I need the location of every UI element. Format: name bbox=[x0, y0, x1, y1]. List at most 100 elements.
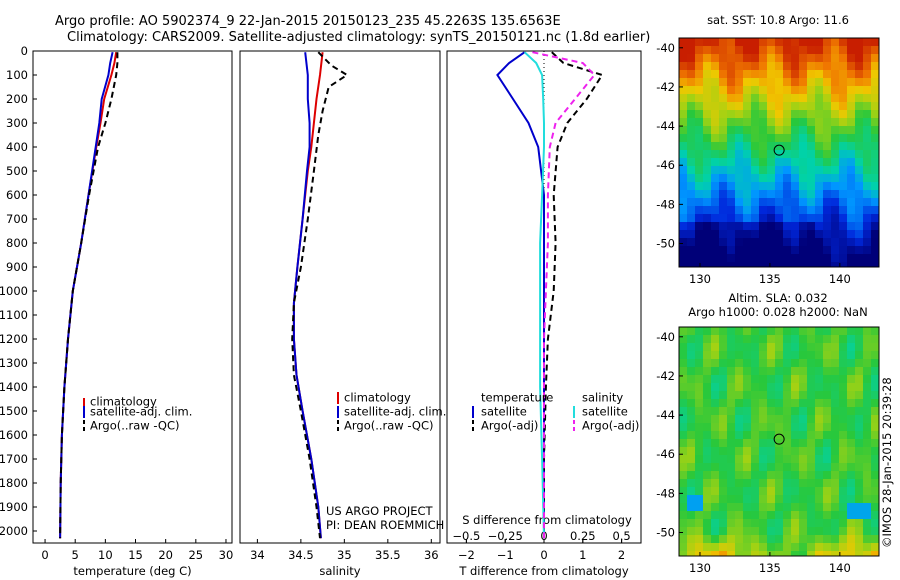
map-cell bbox=[783, 471, 792, 480]
map-cell bbox=[759, 383, 768, 392]
map-cell bbox=[823, 118, 832, 127]
map-cell bbox=[783, 359, 792, 368]
map-cell bbox=[719, 182, 728, 191]
map-cell bbox=[719, 535, 728, 544]
map-cell bbox=[751, 543, 760, 552]
map-cell bbox=[775, 399, 784, 408]
map-cell bbox=[743, 102, 752, 111]
map-cell bbox=[679, 222, 688, 231]
map-cell bbox=[855, 399, 864, 408]
map-cell bbox=[791, 519, 800, 528]
map-cell bbox=[775, 527, 784, 536]
map-cell bbox=[775, 439, 784, 448]
map-cell bbox=[679, 383, 688, 392]
map-cell bbox=[791, 54, 800, 63]
y-tick-label: 900 bbox=[6, 260, 28, 274]
map-cell bbox=[687, 503, 696, 512]
map-cell bbox=[831, 102, 840, 111]
map-cell bbox=[767, 527, 776, 536]
map-cell bbox=[815, 118, 824, 127]
map-cell bbox=[791, 78, 800, 87]
map-cell bbox=[695, 527, 704, 536]
map-cell bbox=[711, 407, 720, 416]
map-cell bbox=[831, 527, 840, 536]
map-cell bbox=[751, 174, 760, 183]
map-cell bbox=[695, 351, 704, 360]
map-cell bbox=[847, 54, 856, 63]
map-cell bbox=[783, 415, 792, 424]
map-cell bbox=[719, 351, 728, 360]
map-cell bbox=[775, 415, 784, 424]
map-cell bbox=[855, 246, 864, 255]
map-cell bbox=[847, 150, 856, 159]
map-cell bbox=[783, 62, 792, 71]
map-cell bbox=[799, 110, 808, 119]
map-cell bbox=[687, 158, 696, 167]
map-cell bbox=[823, 455, 832, 464]
map-cell bbox=[791, 359, 800, 368]
map-cell bbox=[863, 222, 872, 231]
map-cell bbox=[751, 222, 760, 231]
map-cell bbox=[807, 94, 816, 103]
map-cell bbox=[743, 222, 752, 231]
map-cell bbox=[863, 447, 872, 456]
map-cell bbox=[679, 343, 688, 352]
map-y-tick-label: -48 bbox=[656, 486, 675, 500]
map-cell bbox=[719, 455, 728, 464]
map-cell bbox=[815, 254, 824, 263]
sla-map-title: Altim. SLA: 0.032 bbox=[728, 291, 827, 305]
map-cell bbox=[743, 519, 752, 528]
map-cell bbox=[783, 246, 792, 255]
map-cell bbox=[799, 407, 808, 416]
map-cell bbox=[855, 166, 864, 175]
map-cell bbox=[807, 86, 816, 95]
map-cell bbox=[687, 471, 696, 480]
map-cell bbox=[759, 54, 768, 63]
map-cell bbox=[703, 246, 712, 255]
map-cell bbox=[791, 503, 800, 512]
map-cell bbox=[711, 86, 720, 95]
map-cell bbox=[855, 519, 864, 528]
map-cell bbox=[711, 367, 720, 376]
map-cell bbox=[831, 206, 840, 215]
map-cell bbox=[687, 511, 696, 520]
map-cell bbox=[799, 343, 808, 352]
map-cell bbox=[767, 78, 776, 87]
map-cell bbox=[775, 182, 784, 191]
map-cell bbox=[767, 142, 776, 151]
map-cell bbox=[791, 495, 800, 504]
map-cell bbox=[823, 335, 832, 344]
map-cell bbox=[767, 447, 776, 456]
map-cell bbox=[703, 182, 712, 191]
map-cell bbox=[711, 214, 720, 223]
x-tick-label: 34 bbox=[250, 548, 265, 562]
map-cell bbox=[775, 367, 784, 376]
map-cell bbox=[807, 126, 816, 135]
map-cell bbox=[831, 471, 840, 480]
map-cell bbox=[807, 431, 816, 440]
map-cell bbox=[839, 174, 848, 183]
map-cell bbox=[679, 471, 688, 480]
map-cell bbox=[735, 511, 744, 520]
map-cell bbox=[839, 399, 848, 408]
map-cell bbox=[871, 46, 879, 55]
map-cell bbox=[759, 198, 768, 207]
map-cell bbox=[695, 431, 704, 440]
map-cell bbox=[871, 150, 879, 159]
map-cell bbox=[751, 463, 760, 472]
map-cell bbox=[759, 351, 768, 360]
map-cell bbox=[799, 150, 808, 159]
map-cell bbox=[815, 86, 824, 95]
map-cell bbox=[815, 222, 824, 231]
map-cell bbox=[775, 487, 784, 496]
y-tick-label: 700 bbox=[6, 212, 28, 226]
map-cell bbox=[719, 62, 728, 71]
map-cell bbox=[767, 102, 776, 111]
map-cell bbox=[839, 150, 848, 159]
map-cell bbox=[735, 495, 744, 504]
map-x-tick-label: 130 bbox=[689, 561, 711, 575]
map-cell bbox=[727, 535, 736, 544]
map-cell bbox=[775, 94, 784, 103]
map-cell bbox=[831, 543, 840, 552]
map-cell bbox=[855, 46, 864, 55]
